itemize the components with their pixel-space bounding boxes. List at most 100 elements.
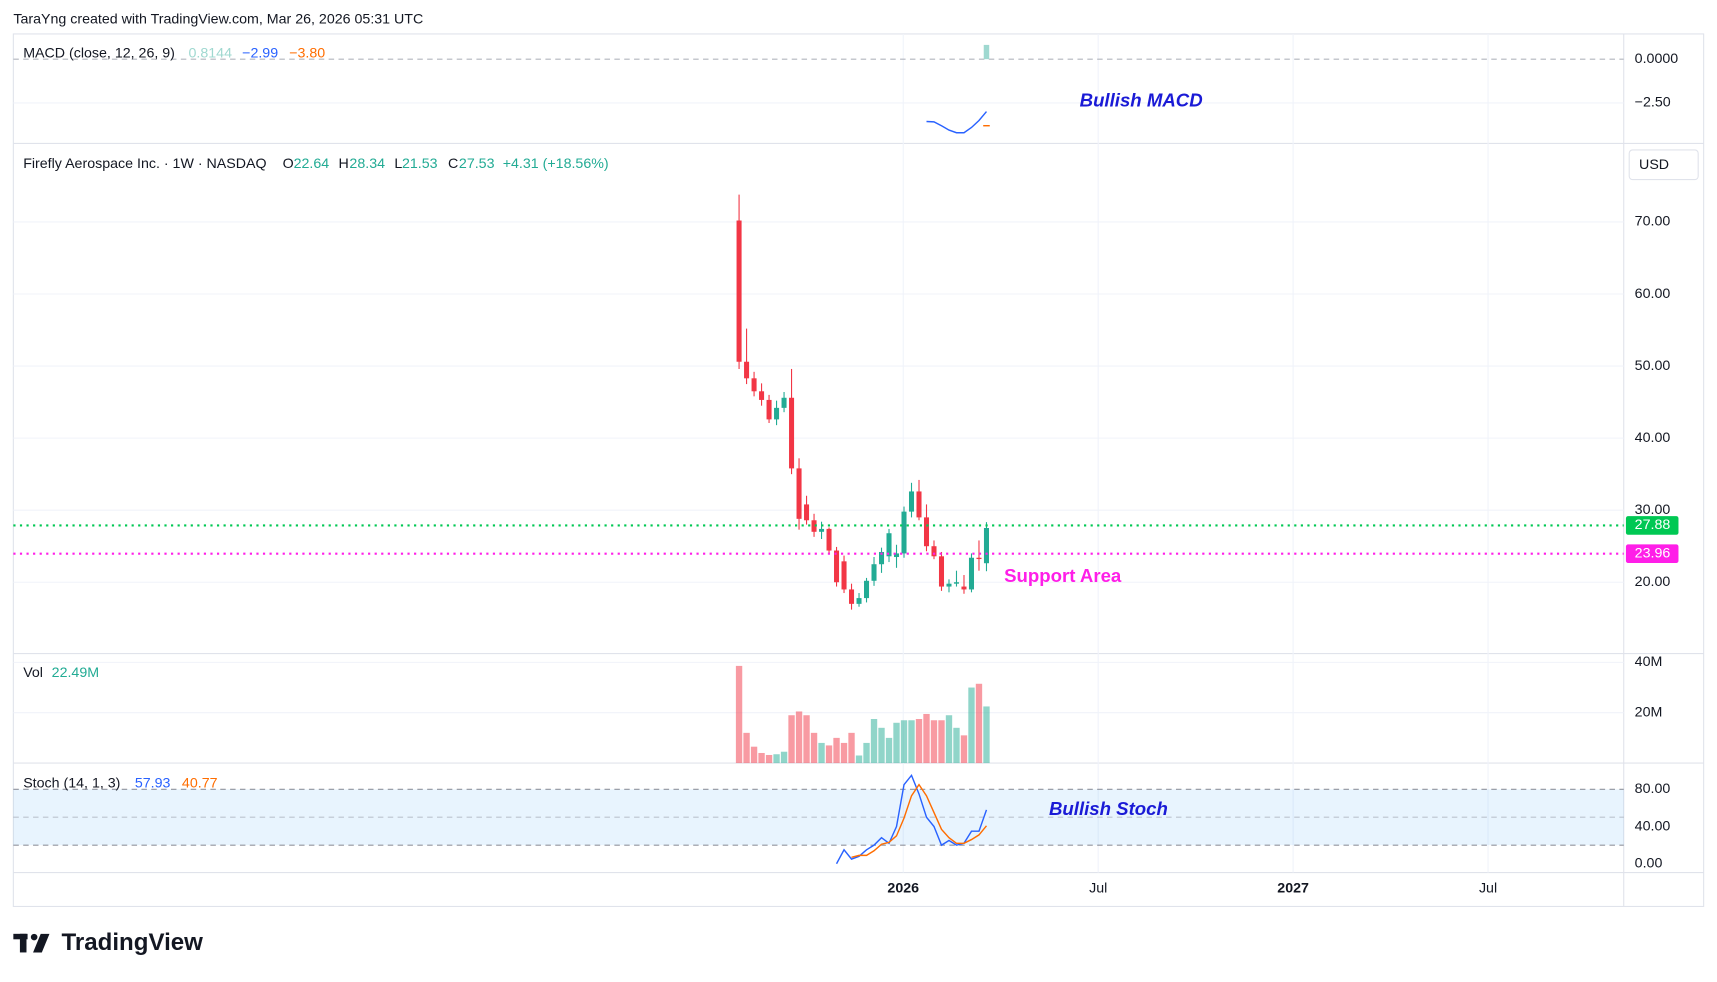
stoch-line (851, 783, 988, 858)
legend-key: C (448, 156, 458, 172)
candle-body (893, 553, 900, 558)
candle-body (968, 557, 975, 590)
volume-bar (945, 715, 953, 764)
stoch-band (13, 789, 1624, 846)
y-tick-label: 20.00 (1635, 574, 1671, 590)
legend-key: L (394, 156, 402, 172)
legend-value: −2.99 (242, 45, 278, 61)
frame (12, 33, 1705, 908)
volume-bar (938, 720, 945, 764)
volume-bar (878, 727, 885, 764)
volume-bar (818, 742, 825, 764)
volume-bar (855, 755, 863, 764)
candle-body (849, 589, 855, 604)
candle-body (841, 561, 847, 590)
candle-body (946, 583, 952, 587)
logo-part (19, 933, 27, 953)
candle-body (826, 528, 832, 551)
candle-body (878, 551, 885, 565)
legend-value: 28.34 (349, 156, 385, 172)
volume-bar (833, 737, 840, 764)
price-line-label: 23.96 (1635, 545, 1671, 561)
candle-body (931, 546, 937, 557)
candle-body (796, 468, 802, 519)
logo-part (30, 933, 38, 941)
y-tick-label: 40M (1635, 654, 1663, 670)
volume-bar (930, 720, 938, 764)
candle-body (916, 491, 922, 518)
legend-value: 27.53 (459, 156, 495, 172)
legend-value: 40.77 (182, 776, 218, 792)
candle-body (923, 517, 930, 547)
candle-body (864, 580, 870, 599)
candle-body (953, 582, 960, 584)
candle-body (856, 598, 862, 604)
candle-body (976, 557, 982, 560)
y-tick-label: 40.00 (1635, 818, 1671, 834)
legend-value: 21.53 (402, 156, 438, 172)
volume-bar (840, 742, 848, 764)
candle-body (811, 520, 817, 532)
volume-bar (885, 737, 893, 764)
volume-bar (953, 727, 960, 764)
volume-bar (803, 715, 810, 764)
volume-bar (915, 719, 923, 764)
legend-title: Firefly Aerospace Inc. · 1W · NASDAQ (23, 156, 266, 172)
candle-body (766, 399, 772, 420)
volume-bar (863, 742, 870, 764)
volume-bar (975, 683, 983, 764)
candle-body (983, 527, 989, 564)
volume-bar (825, 745, 833, 764)
legend-value: −3.80 (289, 45, 325, 61)
volume-bar (795, 711, 803, 764)
y-tick-label: 30.00 (1635, 502, 1671, 518)
volume-bar (810, 732, 818, 764)
volume-bar (900, 720, 908, 764)
candle-body (834, 550, 840, 583)
legend-title: MACD (close, 12, 26, 9) (23, 45, 175, 61)
volume-bar (780, 751, 788, 764)
annotation: Bullish MACD (1080, 90, 1203, 111)
y-tick-label: 50.00 (1635, 358, 1671, 374)
y-tick-label: 40.00 (1635, 430, 1671, 446)
volume-bar (765, 754, 773, 764)
legend-change: +4.31 (+18.56%) (503, 156, 609, 172)
volume-bar (923, 713, 930, 764)
x-tick-label: 2026 (887, 881, 919, 897)
y-tick-label: 70.00 (1635, 214, 1671, 230)
candle-body (871, 564, 877, 581)
volume-bar (908, 720, 915, 764)
legend-title: Stoch (14, 1, 3) (23, 776, 120, 792)
legend-value: 22.49M (52, 665, 99, 681)
volume-bar (750, 746, 758, 764)
annotation: Bullish Stoch (1049, 798, 1168, 819)
price-line-label: 27.88 (1635, 517, 1671, 533)
candle-body (908, 491, 915, 512)
volume-bar (983, 706, 990, 764)
macd-histogram (983, 44, 990, 60)
attribution: TaraYng created with TradingView.com, Ma… (13, 11, 423, 27)
x-tick-label: 2027 (1277, 881, 1309, 897)
price-line-box (1625, 544, 1679, 564)
candle-body (961, 586, 967, 590)
volume-bar (743, 732, 750, 764)
candle-body (886, 533, 892, 557)
macd-line (926, 111, 988, 134)
candle-body (901, 511, 907, 554)
price-line-box (1625, 516, 1679, 535)
brand: TradingView (62, 929, 204, 956)
volume-bar (893, 722, 900, 764)
legend-title: Vol (23, 665, 43, 681)
currency-box (1628, 149, 1699, 181)
candle-body (781, 397, 787, 408)
y-tick-label: 60.00 (1635, 286, 1671, 302)
candle-body (804, 504, 810, 521)
volume-bar (773, 754, 780, 764)
currency: USD (1639, 157, 1669, 173)
volume-bar (788, 715, 795, 764)
legend-key: H (338, 156, 348, 172)
volume-bar (960, 735, 968, 764)
legend-value: 57.93 (135, 776, 171, 792)
